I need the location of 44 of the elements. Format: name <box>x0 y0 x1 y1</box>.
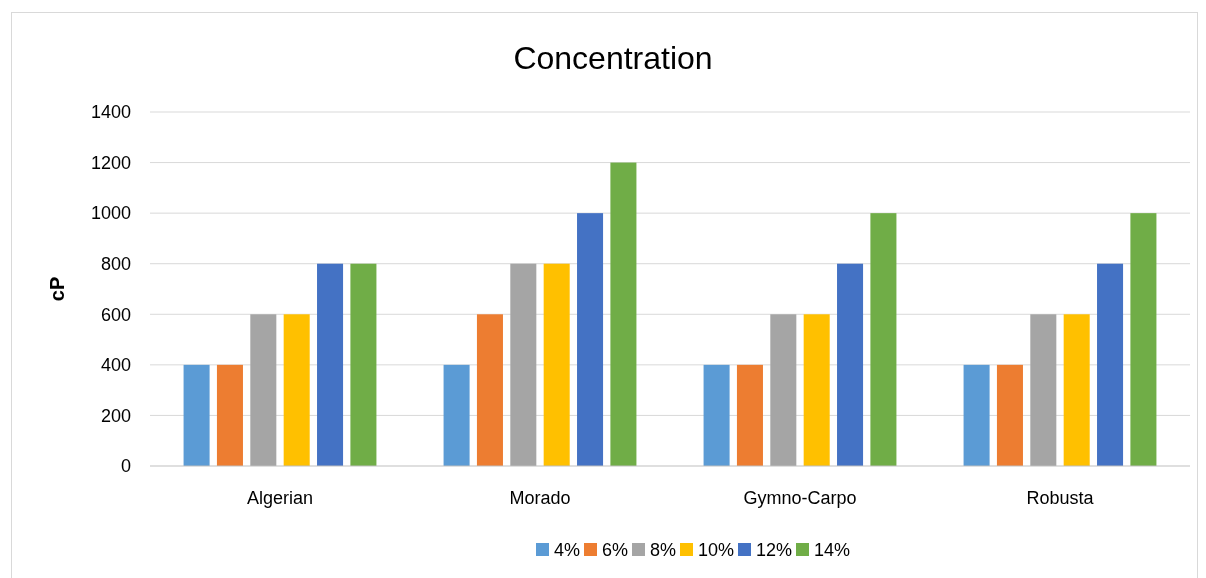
legend-label: 12% <box>756 540 793 561</box>
bar <box>703 364 730 466</box>
y-tick-label: 1000 <box>90 203 131 224</box>
y-tick-label: 0 <box>120 456 131 477</box>
bar <box>1097 263 1124 466</box>
x-tick-label: Gymno-Carpo <box>743 488 857 508</box>
legend-label: 8% <box>650 540 677 561</box>
x-tick-label: Algerian <box>246 488 314 508</box>
y-tick-label: 1400 <box>90 102 131 123</box>
legend-label: 4% <box>554 540 581 561</box>
x-tick-label: Robusta <box>1026 488 1095 508</box>
y-tick-label: 800 <box>100 254 131 275</box>
bar <box>216 364 243 466</box>
bar <box>870 213 897 466</box>
bar <box>736 364 763 466</box>
bar <box>837 263 864 466</box>
bar <box>963 364 990 466</box>
bar <box>476 314 503 466</box>
legend-label: 6% <box>602 540 629 561</box>
y-tick-label: 200 <box>100 405 131 426</box>
y-tick-label: 1200 <box>90 152 131 173</box>
bar <box>803 314 830 466</box>
y-tick-label: 400 <box>100 355 131 376</box>
bar <box>283 314 310 466</box>
bar <box>443 364 470 466</box>
y-tick-label: 600 <box>100 304 131 325</box>
legend-label: 14% <box>814 540 851 561</box>
bar <box>610 162 637 466</box>
bar <box>1030 314 1057 466</box>
y-axis-title: cP <box>46 276 68 302</box>
bar <box>577 213 604 466</box>
bar <box>350 263 377 466</box>
bar <box>1130 213 1157 466</box>
bar <box>996 364 1023 466</box>
legend-label: 10% <box>698 540 735 561</box>
x-tick-label: Morado <box>509 488 571 508</box>
bar <box>183 364 210 466</box>
bar <box>1063 314 1090 466</box>
bar <box>510 263 537 466</box>
chart-title: Concentration <box>513 40 713 76</box>
bar <box>317 263 344 466</box>
bar <box>770 314 797 466</box>
bar <box>250 314 277 466</box>
bar <box>543 263 570 466</box>
